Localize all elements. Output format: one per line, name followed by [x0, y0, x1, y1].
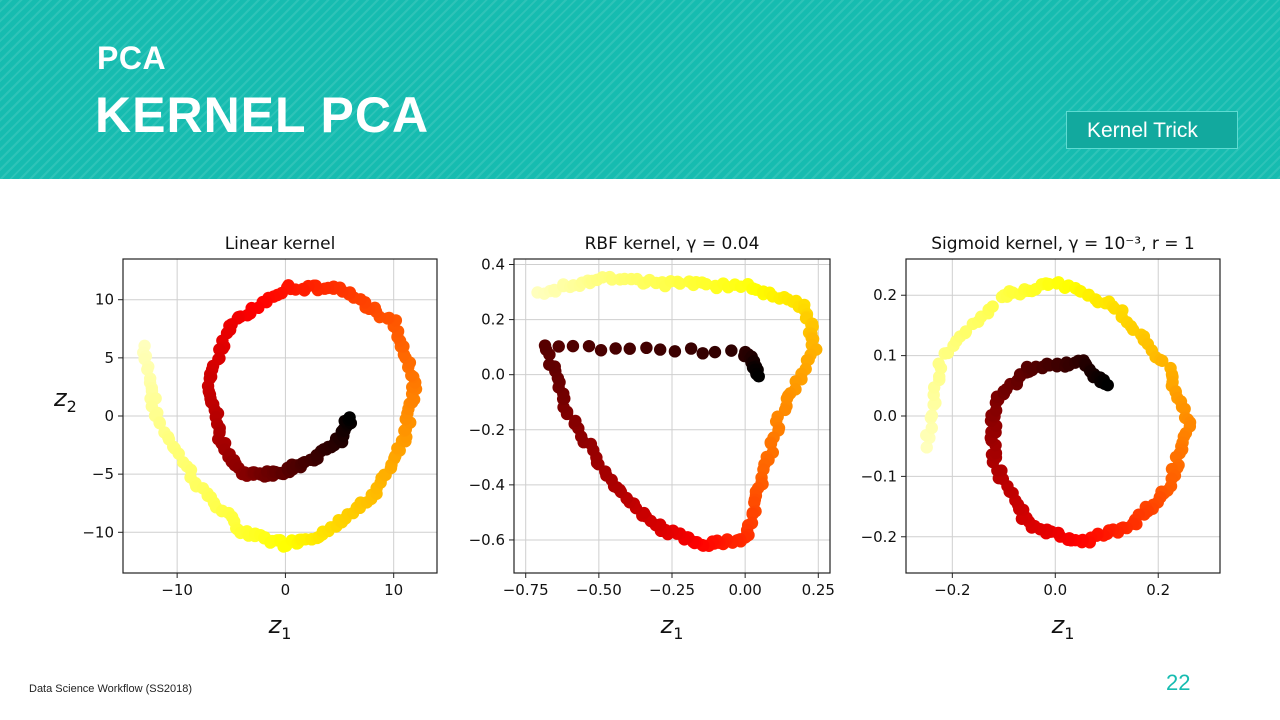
slide-header: PCA KERNEL PCA Kernel Trick	[0, 0, 1280, 179]
data-point	[566, 339, 580, 353]
footer-course: Data Science Workflow (SS2018)	[29, 683, 193, 695]
data-point	[552, 340, 565, 353]
slide-supertitle: PCA	[97, 40, 167, 76]
data-point	[153, 417, 167, 430]
y-tick-label: 0.2	[873, 286, 897, 304]
y-tick-label: 10	[95, 291, 114, 309]
data-point	[1155, 354, 1169, 368]
page-number: 22	[1166, 670, 1191, 695]
y-tick-label: 5	[104, 349, 114, 367]
slide-title: KERNEL PCA	[95, 87, 430, 143]
kernel-trick-badge: Kernel Trick	[1066, 111, 1238, 149]
data-point	[594, 344, 608, 357]
data-point	[653, 343, 667, 356]
data-point	[213, 343, 226, 356]
x-tick-label: −0.2	[934, 581, 970, 599]
y-tick-label: −0.4	[469, 476, 505, 494]
x-tick-label: −0.25	[649, 581, 695, 599]
data-point	[986, 300, 999, 313]
data-point	[609, 342, 622, 355]
data-point	[640, 341, 653, 355]
y-tick-label: 0.2	[481, 311, 505, 329]
data-point	[343, 411, 356, 424]
y-tick-label: 0.0	[873, 407, 897, 425]
data-point	[920, 441, 933, 454]
y-tick-label: −0.2	[469, 421, 505, 439]
y-tick-label: 0.1	[873, 347, 897, 365]
x-tick-label: 0.25	[802, 581, 835, 599]
y-tick-label: −10	[82, 523, 114, 541]
data-point	[668, 345, 682, 358]
data-point	[932, 357, 945, 370]
x-tick-label: 0.0	[1043, 581, 1067, 599]
x-axis-label: z1	[268, 611, 292, 643]
y-tick-label: 0.0	[481, 366, 505, 384]
data-point	[699, 278, 713, 291]
data-point	[1101, 378, 1114, 392]
x-tick-label: −10	[161, 581, 193, 599]
x-axis-label: z1	[660, 611, 684, 643]
x-tick-label: 10	[384, 581, 403, 599]
y-tick-label: −0.6	[469, 531, 505, 549]
data-point	[684, 342, 698, 355]
x-tick-label: −0.75	[503, 581, 549, 599]
data-point	[925, 409, 939, 422]
y-tick-label: −0.1	[861, 467, 897, 485]
y-tick-label: 0.4	[481, 256, 505, 274]
data-point	[925, 421, 938, 435]
data-point	[752, 370, 765, 383]
y-tick-label: −0.2	[861, 528, 897, 546]
data-point	[543, 358, 556, 371]
data-point	[725, 344, 738, 357]
kernel-pca-figure: −10 0 10 10 5 0 −5 −10 Linear kernel z1 z2 −0.75 −0.…	[53, 234, 1221, 643]
chart-title: Linear kernel	[225, 234, 336, 254]
data-point	[746, 507, 759, 521]
data-point	[708, 345, 722, 359]
y-axis-label: z2	[53, 384, 77, 416]
data-point	[673, 277, 687, 290]
x-tick-label: 0	[281, 581, 291, 599]
data-point	[623, 342, 636, 355]
y-tick-label: 0	[104, 407, 114, 425]
data-point	[1178, 402, 1191, 416]
data-point	[582, 339, 596, 353]
x-tick-label: −0.50	[576, 581, 622, 599]
chart-title: RBF kernel, γ = 0.04	[585, 234, 760, 254]
x-tick-label: 0.00	[728, 581, 761, 599]
badge-label: Kernel Trick	[1087, 119, 1198, 142]
x-axis-label: z1	[1051, 611, 1075, 643]
data-point	[569, 414, 582, 428]
data-point	[538, 339, 552, 352]
data-point	[696, 347, 709, 360]
y-tick-label: −5	[92, 465, 114, 483]
x-tick-label: 0.2	[1146, 581, 1170, 599]
chart-title: Sigmoid kernel, γ = 10⁻³, r = 1	[931, 234, 1195, 254]
